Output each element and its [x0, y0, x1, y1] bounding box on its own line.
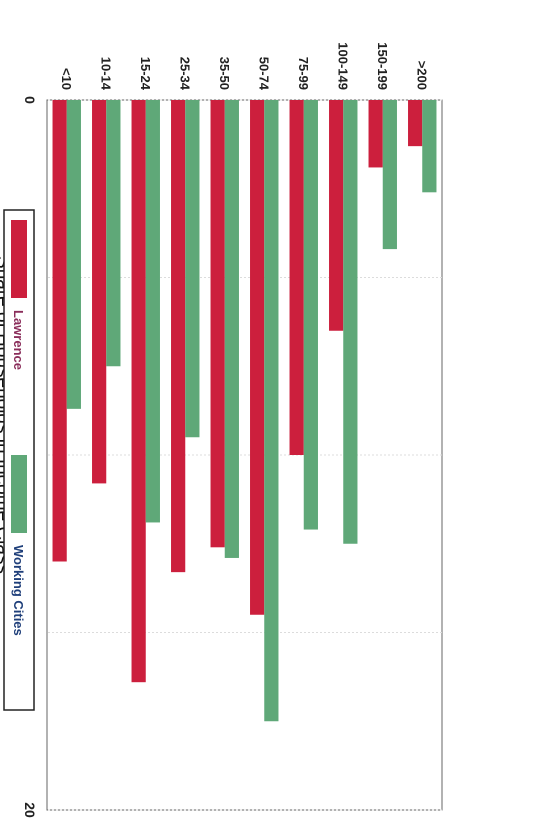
category-label: 35-50	[217, 57, 232, 90]
bar-lawrence	[368, 100, 383, 168]
bar-working-cities	[66, 100, 81, 409]
bar-working-cities	[382, 100, 397, 250]
category-label: 150-199	[375, 42, 390, 90]
bar-working-cities	[343, 100, 358, 544]
legend-label-working-cities: Working Cities	[11, 545, 26, 636]
bar-lawrence	[92, 100, 107, 484]
bar-lawrence	[329, 100, 344, 331]
bar-working-cities	[422, 100, 437, 193]
category-label: 25-34	[177, 57, 192, 91]
category-label: >200	[414, 61, 429, 90]
bar-working-cities	[106, 100, 121, 367]
bar-working-cities	[145, 100, 160, 523]
bar-lawrence	[408, 100, 423, 147]
bar-lawrence	[171, 100, 186, 573]
bar-working-cities	[264, 100, 279, 722]
x-tick-label: 0	[22, 96, 38, 104]
legend-label-lawrence: Lawrence	[11, 310, 26, 370]
legend-swatch-lawrence	[11, 220, 27, 298]
bar-working-cities	[185, 100, 200, 438]
category-label: 10-14	[98, 57, 113, 91]
category-label: 15-24	[138, 57, 153, 91]
category-labels: <10 10-14 15-24 25-34 35-50 50-74 75-99 100-149…	[59, 42, 430, 90]
bar-lawrence	[250, 100, 265, 615]
bar-lawrence	[131, 100, 146, 683]
legend: Lawrence Working Cities	[3, 209, 35, 711]
category-label: 75-99	[296, 57, 311, 90]
legend-swatch-working-cities	[11, 455, 27, 533]
bar-lawrence	[210, 100, 225, 548]
x-tick-label: 20	[22, 802, 38, 818]
category-label: 50-74	[256, 57, 271, 91]
bars	[52, 100, 437, 722]
category-label: 100-149	[335, 42, 350, 90]
bar-lawrence	[289, 100, 304, 455]
bar-working-cities	[303, 100, 318, 530]
bar-lawrence	[52, 100, 67, 562]
bar-working-cities	[224, 100, 239, 558]
category-label: <10	[59, 68, 74, 90]
